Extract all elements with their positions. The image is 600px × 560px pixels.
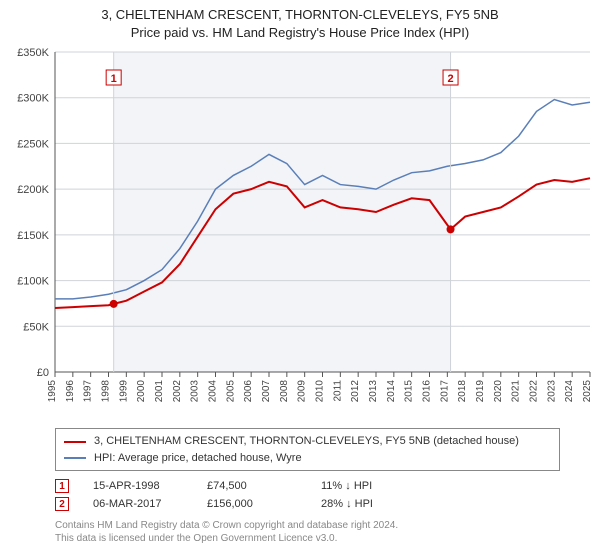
- svg-text:£250K: £250K: [17, 139, 49, 151]
- transaction-price-2: £156,000: [207, 498, 297, 510]
- svg-text:2006: 2006: [243, 380, 254, 403]
- svg-text:2012: 2012: [350, 380, 361, 403]
- chart-area: £0 £50K £100K £150K £200K £250K £300K £350K 1995…: [0, 42, 600, 422]
- svg-text:2: 2: [447, 73, 453, 85]
- svg-text:2023: 2023: [546, 380, 557, 403]
- svg-text:£200K: £200K: [17, 185, 49, 197]
- legend-row-1: 3, CHELTENHAM CRESCENT, THORNTON-CLEVELE…: [64, 433, 551, 450]
- svg-text:1995: 1995: [47, 380, 58, 403]
- svg-text:£300K: £300K: [17, 93, 49, 105]
- svg-text:2011: 2011: [332, 380, 343, 402]
- svg-text:2024: 2024: [564, 380, 575, 403]
- footnote: Contains HM Land Registry data © Crown c…: [55, 519, 560, 545]
- svg-text:1999: 1999: [118, 380, 129, 403]
- svg-text:2022: 2022: [529, 380, 540, 403]
- svg-text:£0: £0: [37, 367, 49, 379]
- transaction-price-1: £74,500: [207, 480, 297, 492]
- legend-label-2: HPI: Average price, detached house, Wyre: [94, 450, 302, 467]
- svg-text:2013: 2013: [368, 380, 379, 403]
- svg-text:2018: 2018: [457, 380, 468, 403]
- legend-label-1: 3, CHELTENHAM CRESCENT, THORNTON-CLEVELE…: [94, 433, 519, 450]
- svg-text:£350K: £350K: [17, 47, 49, 59]
- title-line-1: 3, CHELTENHAM CRESCENT, THORNTON-CLEVELE…: [0, 6, 600, 24]
- svg-text:1997: 1997: [83, 380, 94, 403]
- title-line-2: Price paid vs. HM Land Registry's House …: [0, 24, 600, 42]
- transaction-pct-2: 28% ↓ HPI: [321, 498, 373, 510]
- svg-text:2020: 2020: [493, 380, 504, 403]
- svg-text:2014: 2014: [386, 380, 397, 403]
- svg-text:2004: 2004: [208, 380, 219, 403]
- svg-text:2010: 2010: [315, 380, 326, 403]
- svg-text:2007: 2007: [261, 380, 272, 403]
- svg-text:1: 1: [111, 73, 117, 85]
- svg-text:2005: 2005: [225, 380, 236, 403]
- svg-text:2008: 2008: [279, 380, 290, 403]
- legend-box: 3, CHELTENHAM CRESCENT, THORNTON-CLEVELE…: [55, 428, 560, 471]
- transaction-row-2: 2 06-MAR-2017 £156,000 28% ↓ HPI: [55, 495, 560, 513]
- chart-container: 3, CHELTENHAM CRESCENT, THORNTON-CLEVELE…: [0, 0, 600, 560]
- svg-text:2019: 2019: [475, 380, 486, 403]
- transaction-row-1: 1 15-APR-1998 £74,500 11% ↓ HPI: [55, 477, 560, 495]
- title-block: 3, CHELTENHAM CRESCENT, THORNTON-CLEVELE…: [0, 0, 600, 42]
- svg-text:2021: 2021: [511, 380, 522, 403]
- svg-text:2015: 2015: [404, 380, 415, 403]
- footnote-line-1: Contains HM Land Registry data © Crown c…: [55, 519, 560, 532]
- svg-text:2017: 2017: [439, 380, 450, 403]
- svg-text:£150K: £150K: [17, 230, 49, 242]
- footnote-line-2: This data is licensed under the Open Gov…: [55, 532, 560, 545]
- svg-text:2025: 2025: [582, 380, 593, 403]
- svg-text:£50K: £50K: [23, 322, 49, 334]
- svg-text:2016: 2016: [422, 380, 433, 403]
- transaction-date-1: 15-APR-1998: [93, 480, 183, 492]
- svg-text:1998: 1998: [101, 380, 112, 403]
- svg-text:2002: 2002: [172, 380, 183, 403]
- transactions-table: 1 15-APR-1998 £74,500 11% ↓ HPI 2 06-MAR…: [55, 477, 560, 513]
- transaction-pct-1: 11% ↓ HPI: [321, 480, 372, 492]
- svg-text:1996: 1996: [65, 380, 76, 403]
- legend-swatch-red: [64, 441, 86, 443]
- marker-badge-2: 2: [55, 497, 69, 511]
- svg-text:2003: 2003: [190, 380, 201, 403]
- svg-text:2000: 2000: [136, 380, 147, 403]
- marker-badge-1: 1: [55, 479, 69, 493]
- svg-text:2001: 2001: [154, 380, 165, 403]
- svg-text:£100K: £100K: [17, 276, 49, 288]
- svg-text:2009: 2009: [297, 380, 308, 403]
- legend-swatch-blue: [64, 457, 86, 459]
- legend-row-2: HPI: Average price, detached house, Wyre: [64, 450, 551, 467]
- transaction-date-2: 06-MAR-2017: [93, 498, 183, 510]
- chart-svg: £0 £50K £100K £150K £200K £250K £300K £350K 1995…: [0, 42, 600, 422]
